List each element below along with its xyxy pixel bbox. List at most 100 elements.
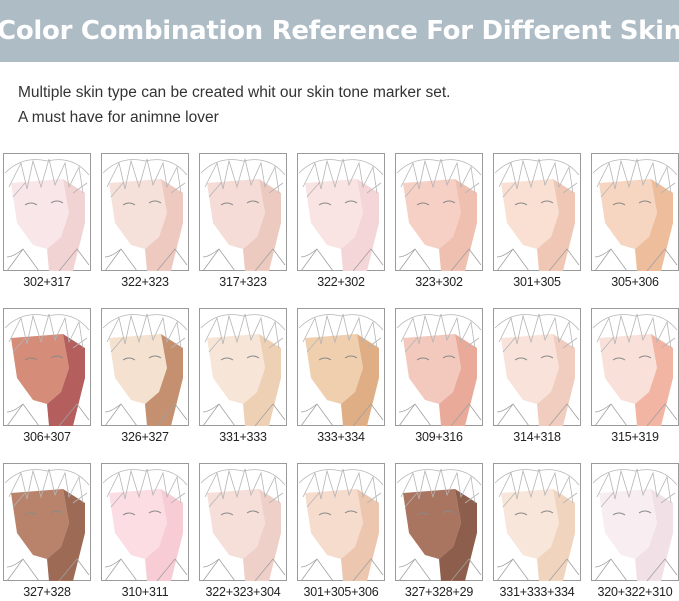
marker-combination-label: 314+318 [513, 430, 561, 444]
skin-swatch-card: 309+316 [393, 308, 485, 444]
eyes [122, 510, 162, 516]
eyes [220, 355, 260, 361]
skin-shadow-fill [47, 334, 85, 426]
skin-swatch-card: 301+305 [491, 153, 583, 289]
skin-shadow-fill [47, 179, 85, 271]
collar-lines [104, 248, 188, 271]
skin-shadow-fill [243, 179, 281, 271]
anime-face-illustration [297, 153, 385, 271]
skin-swatch-card: 314+318 [491, 308, 583, 444]
skin-swatch-card: 317+323 [197, 153, 289, 289]
skin-shadow-fill [439, 489, 477, 581]
skin-light-fill [11, 489, 69, 559]
hair-lines [396, 468, 482, 508]
skin-light-fill [207, 334, 265, 404]
eyes [612, 355, 652, 361]
anime-face-illustration [493, 463, 581, 581]
skin-light-fill [599, 489, 657, 559]
hair-lines [102, 313, 188, 353]
hair-lines [494, 158, 580, 198]
intro-line-2: A must have for animne lover [18, 109, 219, 126]
collar-lines [6, 558, 90, 581]
anime-face-illustration [591, 463, 679, 581]
hair-lines [396, 158, 482, 198]
marker-combination-label: 301+305 [513, 275, 561, 289]
skin-swatch-card: 322+302 [295, 153, 387, 289]
anime-face-illustration [101, 153, 189, 271]
hair-lines [592, 158, 678, 198]
skin-swatch-card: 322+323+304 [197, 463, 289, 599]
skin-swatch-card: 310+311 [99, 463, 191, 599]
skin-swatch-card: 333+334 [295, 308, 387, 444]
skin-light-fill [305, 334, 363, 404]
marker-combination-label: 322+323 [121, 275, 169, 289]
skin-light-fill [403, 489, 461, 559]
hair-lines [396, 313, 482, 353]
hair-lines [200, 313, 286, 353]
skin-swatch-card: 327+328+29 [393, 463, 485, 599]
skin-shadow-fill [243, 334, 281, 426]
collar-lines [398, 248, 482, 271]
collar-lines [6, 403, 90, 426]
skin-shadow-fill [439, 334, 477, 426]
collar-lines [300, 558, 384, 581]
eyes [514, 355, 554, 361]
eyes [318, 510, 358, 516]
skin-shadow-fill [635, 179, 673, 271]
anime-face-illustration [199, 463, 287, 581]
skin-shadow-fill [537, 489, 575, 581]
skin-shadow-fill [635, 489, 673, 581]
anime-face-illustration [395, 153, 483, 271]
marker-combination-label: 302+317 [23, 275, 71, 289]
hair-lines [494, 468, 580, 508]
skin-swatch-card: 320+322+310 [589, 463, 679, 599]
intro-line-1: Multiple skin type can be created whit o… [18, 84, 451, 101]
anime-face-illustration [101, 463, 189, 581]
eyes [122, 355, 162, 361]
hair-lines [4, 468, 90, 508]
collar-lines [496, 558, 580, 581]
eyes [24, 510, 64, 516]
skin-shadow-fill [537, 179, 575, 271]
skin-light-fill [305, 489, 363, 559]
marker-combination-label: 322+323+304 [205, 585, 281, 599]
collar-lines [202, 558, 286, 581]
skin-light-fill [501, 179, 559, 249]
anime-face-illustration [297, 463, 385, 581]
skin-swatch-card: 305+306 [589, 153, 679, 289]
skin-swatch-card: 331+333 [197, 308, 289, 444]
anime-face-illustration [199, 308, 287, 426]
eyes [122, 200, 162, 206]
hair-lines [102, 158, 188, 198]
skin-light-fill [109, 334, 167, 404]
skin-shadow-fill [243, 489, 281, 581]
anime-face-illustration [101, 308, 189, 426]
anime-face-illustration [395, 308, 483, 426]
collar-lines [594, 403, 678, 426]
marker-combination-label: 322+302 [317, 275, 365, 289]
skin-shadow-fill [145, 334, 183, 426]
skin-light-fill [599, 334, 657, 404]
hair-lines [592, 313, 678, 353]
anime-face-illustration [493, 153, 581, 271]
skin-shadow-fill [635, 334, 673, 426]
hair-lines [298, 313, 384, 353]
skin-light-fill [207, 179, 265, 249]
anime-face-illustration [395, 463, 483, 581]
collar-lines [398, 403, 482, 426]
anime-face-illustration [591, 153, 679, 271]
skin-swatch-card: 327+328 [1, 463, 93, 599]
hair-lines [494, 313, 580, 353]
collar-lines [594, 248, 678, 271]
page-title: Color Combination Reference For Differen… [0, 16, 679, 46]
eyes [514, 200, 554, 206]
eyes [514, 510, 554, 516]
anime-face-illustration [3, 463, 91, 581]
skin-shadow-fill [439, 179, 477, 271]
eyes [220, 510, 260, 516]
skin-light-fill [501, 489, 559, 559]
skin-swatch-card: 331+333+334 [491, 463, 583, 599]
marker-combination-label: 320+322+310 [597, 585, 673, 599]
marker-combination-label: 309+316 [415, 430, 463, 444]
anime-face-illustration [493, 308, 581, 426]
